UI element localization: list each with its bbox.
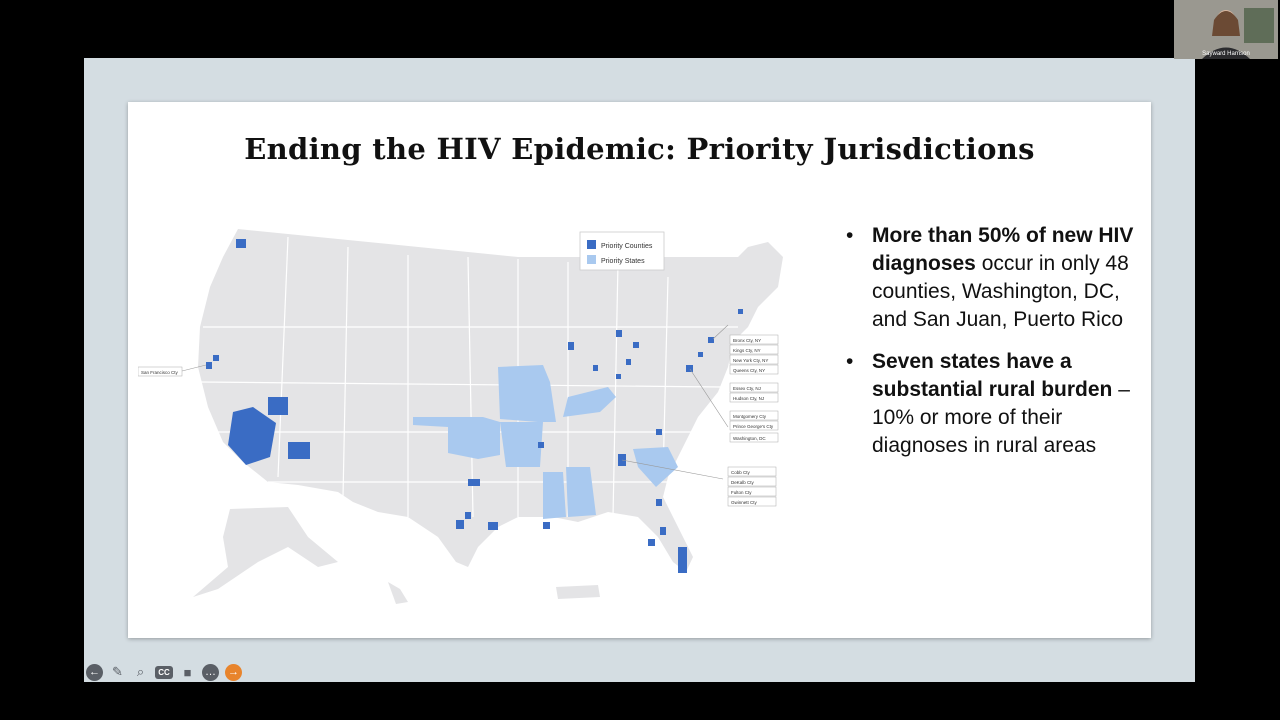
callout-ne-group: Bronx Cty, NY Kings Cty, NY New York Cty… [729,334,779,443]
state-borders [199,236,738,518]
bullet-1-rest: occur in only 48 counties, Washington, D… [872,252,1129,331]
cc-icon[interactable]: CC [155,665,173,679]
callout-queens: Queens Cty, NY [733,368,765,373]
county-mecklenburg [656,429,662,435]
county-king-wa [236,239,246,248]
callout-fulton: Fulton Cty [731,490,752,495]
priority-counties [206,239,743,573]
bullet-dot-icon: • [846,224,854,247]
county-orleans [543,522,550,529]
county-franklin-oh [626,359,631,365]
bullet-2-rest: – 10% or more of their diagnoses in rura… [872,378,1130,457]
county-marion [593,365,598,371]
callout-dekalb: DeKalb Cty [731,480,755,485]
more-icon[interactable]: … [202,663,219,681]
participant-avatar [1174,0,1278,59]
back-arrow-icon[interactable]: ← [86,663,103,681]
callout-bronx: Bronx Cty, NY [733,338,761,343]
presentation-stage: Ending the HIV Epidemic: Priority Jurisd… [84,58,1195,682]
state-south-carolina [633,447,678,487]
county-broward-miami [678,547,687,573]
hawaii [388,582,408,604]
callout-gwinnett: Gwinnett Cty [731,500,758,505]
state-kentucky [563,387,616,417]
county-maricopa [288,442,310,459]
callout-washington-dc: Washington, DC [733,436,766,441]
callout-prince-georges: Prince George's Cty [733,424,774,429]
county-philly [698,352,703,357]
county-boston [738,309,743,314]
callout-cobb: Cobb Cty [731,470,751,475]
county-san-bernardino [228,407,276,465]
legend-counties-label: Priority Counties [601,243,653,250]
county-wayne [616,330,622,337]
puerto-rico [556,585,600,599]
presentation-toolbar: ← ✎ ⌕ CC ■ … → [86,662,242,682]
county-hillsborough [648,539,655,546]
county-dallas [468,479,480,486]
slide-title: Ending the HIV Epidemic: Priority Jurisd… [244,132,1035,166]
callout-hudson: Hudson Cty, NJ [733,396,764,401]
alaska [193,507,338,597]
state-arkansas [500,422,543,467]
county-travis [465,512,471,519]
county-cook [568,342,574,350]
map-legend: Priority Counties Priority States [579,231,665,271]
forward-arrow-icon[interactable]: → [225,663,242,681]
us-landmass [198,229,783,572]
us-map: Priority Counties Priority States San Fr… [138,229,783,604]
state-oklahoma [413,417,500,459]
county-dc [686,365,693,372]
county-hamilton [616,374,621,379]
callout-leader-lines [177,324,729,480]
bullet-1-strong: More than 50% of new HIV diagnoses [872,224,1134,275]
callout-kings: Kings Cty, NY [733,348,761,353]
county-clark-nv [268,397,288,415]
county-cuyahoga [633,342,639,348]
legend-states-label: Priority States [601,258,645,265]
callout-montgomery: Montgomery Cty [733,414,767,419]
priority-states [413,365,678,519]
county-sacramento [213,355,219,361]
county-bexar [456,520,464,529]
callout-left-group: San Francisco Cty [138,366,183,377]
participant-video[interactable]: Sayward Harrison [1174,0,1278,59]
callout-essex: Essex Cty, NJ [733,386,761,391]
camera-icon[interactable]: ■ [183,664,192,680]
state-missouri [498,365,556,422]
bullet-dot-icon: • [846,350,854,373]
county-ny [708,337,714,343]
participant-name: Sayward Harrison [1202,51,1250,57]
county-duval [656,499,662,506]
bullet-item: • More than 50% of new HIV diagnoses occ… [846,222,1136,334]
bullet-2-strong: Seven states have a substantial rural bu… [872,350,1113,401]
callout-san-francisco: San Francisco Cty [141,370,179,375]
county-orange-fl [660,527,666,535]
callout-se-group: Cobb Cty DeKalb Cty Fulton Cty Gwinnett … [727,466,777,507]
pen-icon[interactable]: ✎ [112,664,123,679]
slide: Ending the HIV Epidemic: Priority Jurisd… [128,102,1151,638]
county-shelby [538,442,544,448]
county-harris [488,522,498,530]
state-alabama [566,467,596,517]
county-sf [206,362,212,369]
callout-new-york: New York Cty, NY [733,358,768,363]
bullet-item: • Seven states have a substantial rural … [846,348,1136,460]
zoom-icon[interactable]: ⌕ [136,664,145,679]
bullet-list: • More than 50% of new HIV diagnoses occ… [846,222,1136,474]
state-mississippi [543,472,566,519]
